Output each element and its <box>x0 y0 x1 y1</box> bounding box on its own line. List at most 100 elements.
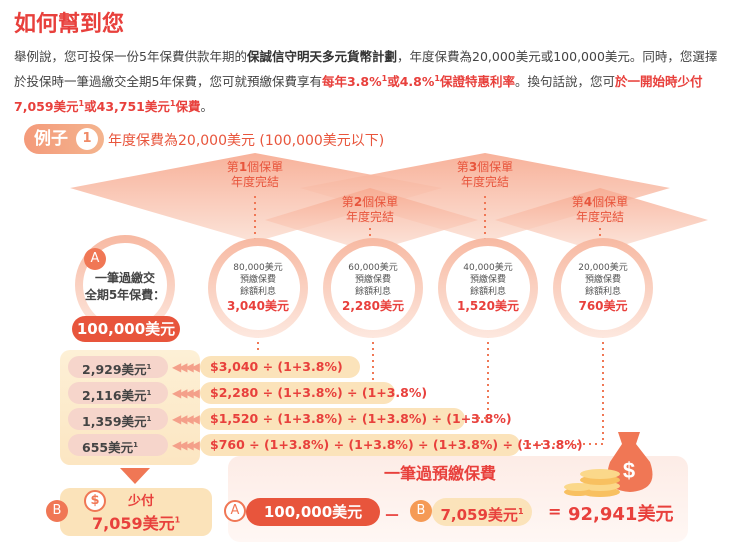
main-circle-line2: 全期5年保費： <box>84 288 166 302</box>
formula-row-2: $2,280 ÷ (1+3.8%) ÷ (1+3.8%) <box>200 382 427 404</box>
formula-row-4: $760 ÷ (1+3.8%) ÷ (1+3.8%) ÷ (1+3.8%) ÷ … <box>200 434 583 456</box>
discount-amount: 2,929美元 <box>82 362 147 378</box>
year-label-text: 年度完結 <box>345 210 394 224</box>
circle-interest: 1,520美元 <box>457 299 519 313</box>
discount-amount: 1,359美元 <box>82 414 147 430</box>
money-bag-icon: $ <box>607 432 653 492</box>
interest-circle-2: 60,000美元 預繳保費 餘額利息 2,280美元 <box>331 262 415 314</box>
interest-circle-4: 20,000美元 預繳保費 餘額利息 760美元 <box>561 262 645 314</box>
year-label-text: 年度完結 <box>230 175 279 189</box>
circle-label: 預繳保費 <box>584 275 621 285</box>
year-label-text: 年度完結 <box>460 175 509 189</box>
formula-row-1: $3,040 ÷ (1+3.8%) <box>200 356 360 378</box>
plan-name: 保誠信守明天多元貨幣計劃 <box>246 49 397 64</box>
discount-value-1: 2,929美元1 <box>68 356 168 378</box>
example-description: 年度保費為20,000美元 (100,000美元以下) <box>108 133 385 149</box>
rate-or: 或 <box>387 74 400 90</box>
example-badge: 例子 1 <box>24 124 104 154</box>
circle-label: 餘額利息 <box>469 287 506 297</box>
interest-circle-1: 80,000美元 預繳保費 餘額利息 3,040美元 <box>216 262 300 314</box>
main-amount-pill: 100,000美元 <box>72 316 180 342</box>
year-label-text: 第 <box>226 160 239 174</box>
example-label: 例子 <box>34 129 68 149</box>
svg-text:$: $ <box>623 458 635 483</box>
para-text: 。換句話說，您可 <box>515 74 616 90</box>
footnote-mark: 1 <box>517 507 524 516</box>
footnote-mark: 1 <box>381 74 388 83</box>
circle-label: 餘額利息 <box>239 287 276 297</box>
para-text: 。 <box>200 99 213 115</box>
save-a: 於一開始時少付7,059美元 <box>14 74 703 115</box>
year-label-text: 第 <box>341 195 354 209</box>
save-label: 保費 <box>175 99 201 115</box>
summary-total: 92,941美元 <box>568 504 674 525</box>
year-2-label: 第2個保單 年度完結 <box>325 195 415 225</box>
footnote-mark: 1 <box>146 363 152 371</box>
circle-label: 餘額利息 <box>584 287 621 297</box>
footnote-mark: 1 <box>78 99 85 109</box>
discount-value-3: 1,359美元1 <box>68 408 168 430</box>
circle-amount: 40,000美元 <box>463 263 513 273</box>
discount-value-4: 655美元1 <box>68 434 168 456</box>
footnote-mark: 1 <box>169 99 176 109</box>
footnote-mark: 1 <box>146 415 152 423</box>
summary-b-value: 7,059美元 <box>440 506 518 524</box>
equals-sign: = <box>548 502 562 521</box>
year-label-text: 個保單 <box>362 195 399 209</box>
circle-label: 餘額利息 <box>354 287 391 297</box>
main-circle-line1: 一筆過繳交 <box>94 271 155 285</box>
footnote-mark: 1 <box>146 389 152 397</box>
double-left-arrows-icon: ◀◀◀◀ <box>172 386 200 400</box>
formula-row-3: $1,520 ÷ (1+3.8%) ÷ (1+3.8%) ÷ (1+3.8%) <box>200 408 512 430</box>
circle-interest: 760美元 <box>578 299 628 313</box>
footnote-mark: 1 <box>434 74 440 83</box>
double-left-arrows-icon: ◀◀◀◀ <box>172 412 200 426</box>
discount-value-2: 2,116美元1 <box>68 382 168 404</box>
summary-b-amount: 7,059美元1 <box>432 498 532 526</box>
circle-amount: 20,000美元 <box>578 263 628 273</box>
year-label-text: 第 <box>456 160 469 174</box>
year-number: 3 <box>468 160 478 174</box>
rate-a: 每年3.8% <box>321 74 382 90</box>
less-pay-value: 7,059美元 <box>92 514 175 533</box>
circle-label: 預繳保費 <box>469 275 506 285</box>
footnote-mark: 1 <box>174 515 181 525</box>
year-number: 4 <box>583 195 593 209</box>
para-text: ，年度保費為20,000美元或100,000美元。同時，您選擇於投保時一筆過繳交… <box>14 49 718 90</box>
circle-label: 預繳保費 <box>239 275 276 285</box>
main-circle-text: 一筆過繳交 全期5年保費： <box>78 270 172 304</box>
year-label-text: 第 <box>571 195 584 209</box>
year-label-text: 年度完結 <box>575 210 624 224</box>
summary-title: 一筆過預繳保費 <box>383 464 496 483</box>
double-left-arrows-icon: ◀◀◀◀ <box>172 360 200 374</box>
circle-label: 預繳保費 <box>354 275 391 285</box>
year-3-label: 第3個保單 年度完結 <box>440 160 530 190</box>
discount-amount: 2,116美元 <box>82 388 147 404</box>
summary-a-amount: 100,000美元 <box>246 498 380 526</box>
circle-amount: 60,000美元 <box>348 263 398 273</box>
summary-badge-b: B <box>410 500 432 522</box>
less-pay-label: 少付 <box>128 494 155 509</box>
interest-circle-3: 40,000美元 預繳保費 餘額利息 1,520美元 <box>446 262 530 314</box>
footnote-mark: 1 <box>133 441 138 449</box>
year-4-label: 第4個保單 年度完結 <box>555 195 645 225</box>
badge-a: A <box>84 248 106 270</box>
year-4-triangle <box>495 188 708 252</box>
coin-stack-icon <box>564 469 620 497</box>
dollar-coin-icon: $ <box>84 490 106 512</box>
rate-b: 4.8% <box>399 74 435 90</box>
badge-b: B <box>46 500 68 522</box>
circle-amount: 80,000美元 <box>233 263 283 273</box>
para-text: 舉例說，您可投保一份5年保費供款年期的 <box>14 49 247 64</box>
page-title: 如何幫到您 <box>14 12 125 37</box>
example-number: 1 <box>76 128 98 150</box>
discount-amount: 655美元 <box>82 440 134 456</box>
year-label-text: 個保單 <box>477 160 514 174</box>
summary-badge-a: A <box>224 500 246 522</box>
year-2-triangle <box>265 188 478 252</box>
year-number: 2 <box>353 195 363 209</box>
save-b: 43,751美元 <box>96 99 170 115</box>
down-arrow <box>120 468 150 484</box>
rate-label: 保證特惠利率 <box>439 74 515 90</box>
minus-sign: － <box>384 506 401 525</box>
